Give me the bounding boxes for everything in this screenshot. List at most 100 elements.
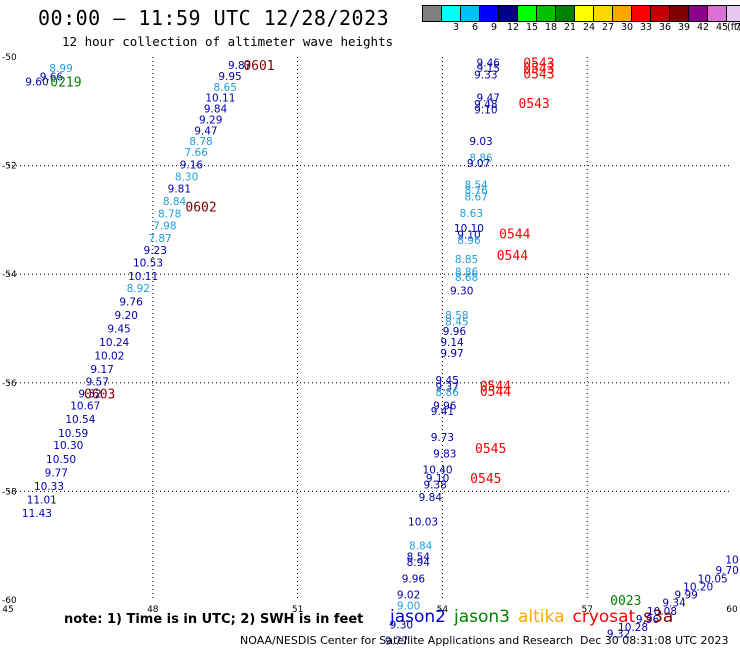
wave-height-label: 9.95 — [218, 71, 241, 83]
wave-height-label: 7.66 — [185, 147, 209, 159]
wave-height-label: 9.33 — [474, 69, 497, 81]
wave-height-label: 9.77 — [45, 467, 68, 479]
legend-label: 21 — [564, 22, 577, 33]
wave-height-label: 7.98 — [153, 220, 176, 232]
time-label: 0219 — [50, 75, 81, 90]
wave-height-label: 10.28 — [618, 622, 648, 634]
chart-title: 00:00 — 11:59 UTC 12/28/2023 — [38, 6, 390, 30]
wave-height-label: 9.17 — [90, 364, 113, 376]
wave-height-label: 8.96 — [457, 235, 481, 247]
wave-height-label: 9.96 — [433, 401, 457, 413]
y-tick-label: -60 — [2, 596, 17, 606]
wave-height-label: 9.83 — [433, 448, 456, 460]
note-text: note: 1) Time is in UTC; 2) SWH is in fe… — [64, 612, 364, 627]
wave-height-label: 9.37 — [436, 382, 459, 394]
legend-label: 15 — [526, 22, 539, 33]
legend-swatch — [689, 6, 708, 21]
legend-swatch — [556, 6, 575, 21]
wave-height-label: 8.78 — [189, 136, 212, 148]
wave-height-label: 10.30 — [53, 440, 83, 452]
wave-height-label: 9.16 — [180, 160, 204, 172]
legend-label: 3 — [453, 22, 460, 33]
time-label: 0544 — [480, 385, 511, 400]
wave-height-label: 9.96 — [636, 614, 660, 626]
wave-height-label: 10.02 — [94, 351, 124, 363]
wave-height-label: 8.65 — [214, 82, 237, 94]
color-legend-bar — [422, 5, 740, 22]
wave-height-label: 9.30 — [390, 619, 413, 631]
wave-height-label: 9.07 — [467, 158, 490, 170]
time-label: 0602 — [185, 200, 216, 215]
wave-height-label: 8.54 — [464, 180, 488, 192]
wave-height-label: 10.67 — [70, 401, 100, 413]
legend-label: 36 — [659, 22, 672, 33]
legend-label: 39 — [678, 22, 691, 33]
satellite-jason2: jason2 — [390, 607, 446, 627]
y-tick-label: -58 — [2, 487, 17, 497]
wave-height-label: 9.99 — [674, 590, 697, 602]
wave-height-label: 8.45 — [445, 316, 468, 328]
wave-height-label: 9.47 — [194, 125, 217, 137]
wave-height-label: 7.87 — [148, 233, 171, 245]
y-tick-label: -56 — [2, 379, 17, 389]
time-label: 0543 — [523, 67, 554, 82]
color-legend-labels: (ft) 36912151821242730333639424570 — [422, 22, 740, 36]
wave-height-label: 8.30 — [175, 171, 198, 183]
wave-height-label: 9.32 — [607, 629, 630, 641]
legend-swatch — [594, 6, 613, 21]
chart-subtitle: 12 hour collection of altimeter wave hei… — [62, 34, 394, 49]
wave-height-label: 10.11 — [205, 93, 235, 105]
wave-height-label: 9.70 — [715, 565, 738, 577]
wave-height-label: 9.47 — [477, 93, 500, 105]
wave-height-label: 9.96 — [443, 326, 467, 338]
wave-height-label: 9.10 — [457, 230, 480, 242]
legend-swatch — [461, 6, 480, 21]
time-label: 0544 — [499, 227, 530, 242]
wave-height-label: 8.86 — [469, 152, 493, 164]
legend-swatch — [499, 6, 518, 21]
wave-height-label: 9.45 — [436, 375, 459, 387]
legend-swatch — [632, 6, 651, 21]
satellite-altika: altika — [518, 607, 565, 627]
wave-height-label: 10 — [725, 554, 738, 566]
legend-label: 45 — [716, 22, 729, 33]
footer-credit: NOAA/NESDIS Center for Satellite Applica… — [240, 634, 574, 647]
wave-height-label: 10.33 — [34, 481, 64, 493]
x-tick-label: 54 — [437, 605, 449, 615]
legend-swatch — [442, 6, 461, 21]
x-tick-label: 57 — [581, 605, 592, 615]
time-label: 0543 — [523, 62, 554, 77]
wave-height-label: 9.34 — [662, 598, 686, 610]
wave-height-label: 8.92 — [127, 283, 150, 295]
time-label: 0601 — [243, 59, 274, 74]
legend-swatch — [423, 6, 442, 21]
wave-height-label: 10.50 — [46, 454, 76, 466]
legend-label: 30 — [621, 22, 634, 33]
wave-height-label: 9.66 — [40, 72, 64, 84]
wave-height-label: 9.45 — [107, 324, 130, 336]
wave-height-label: 8.94 — [407, 557, 431, 569]
wave-height-label: 9.81 — [168, 183, 191, 195]
wave-height-label: 10.11 — [128, 271, 158, 283]
wave-height-label: 10.03 — [408, 516, 438, 528]
wave-height-label: 9.76 — [119, 296, 143, 308]
wave-height-label: 9.52 — [78, 389, 101, 401]
legend-swatch — [575, 6, 594, 21]
wave-height-label: 8.84 — [163, 196, 187, 208]
wave-height-label: 9.97 — [440, 348, 463, 360]
time-label: 0543 — [518, 97, 549, 112]
legend-swatch — [518, 6, 537, 21]
satellite-cryosat: cryosat — [572, 607, 636, 627]
wave-height-label: 8.99 — [49, 63, 72, 75]
wave-height-label: 10.53 — [133, 257, 163, 269]
wave-height-label: 9.30 — [450, 285, 473, 297]
wave-height-label: 10.40 — [423, 465, 453, 477]
wave-height-label: 11.43 — [22, 508, 52, 520]
wave-height-label: 8.54 — [407, 552, 431, 564]
wave-height-label: 9.57 — [86, 377, 109, 389]
wave-height-label: 9.77 — [385, 636, 408, 648]
legend-label: 24 — [583, 22, 596, 33]
wave-height-label: 8.76 — [464, 185, 488, 197]
wave-height-label: 10.54 — [65, 414, 95, 426]
